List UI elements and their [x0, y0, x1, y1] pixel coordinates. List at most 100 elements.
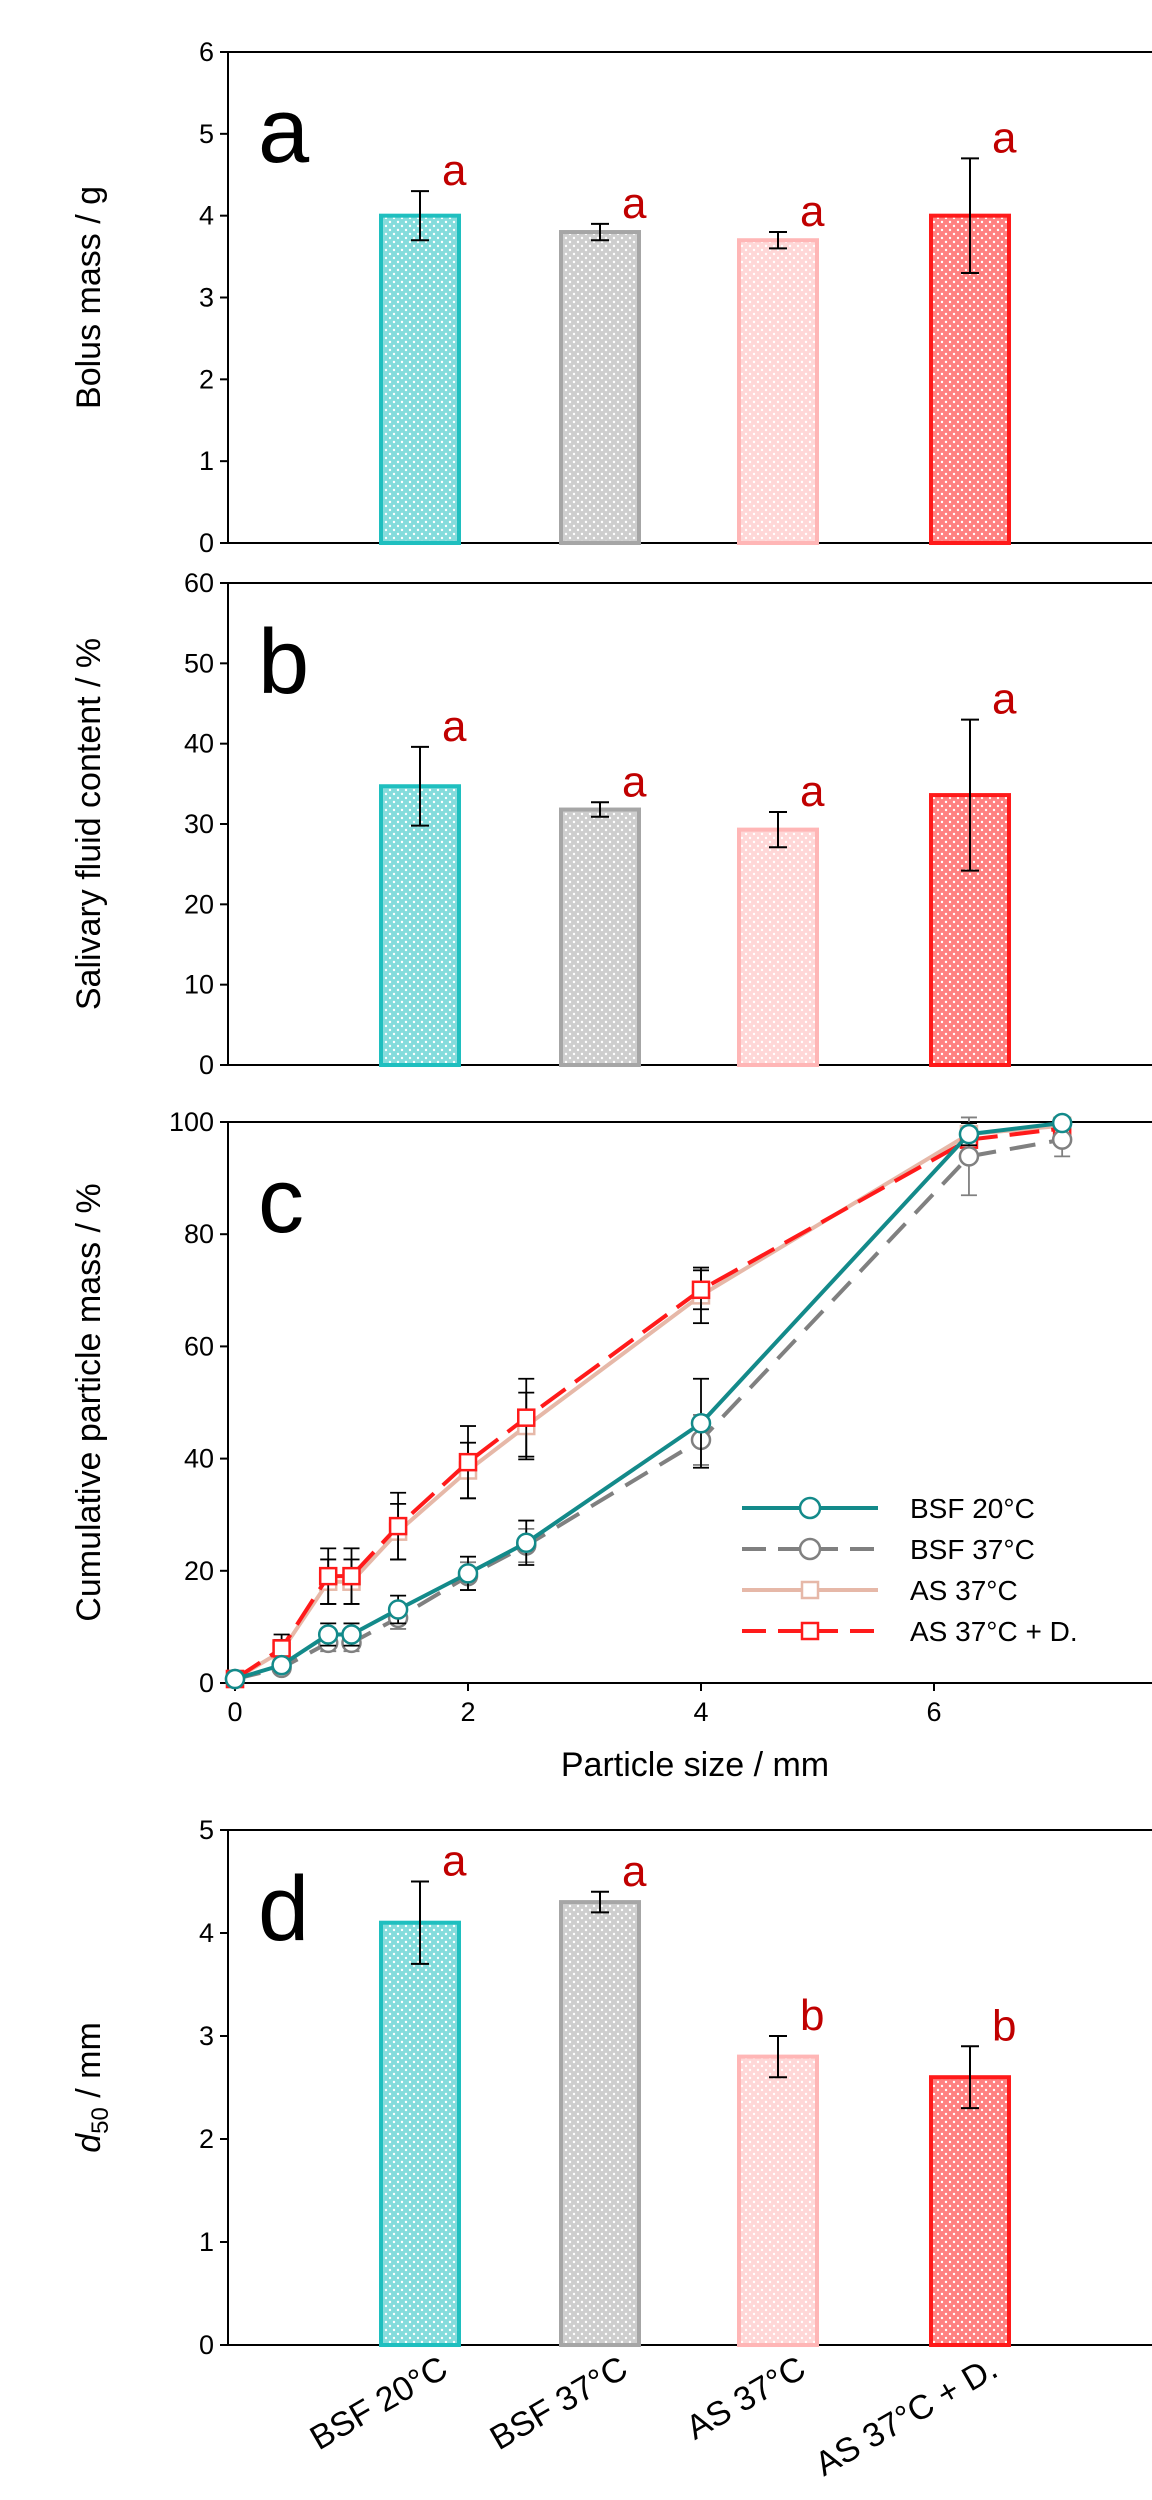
panel-label: a — [258, 80, 310, 182]
y-tick-label: 5 — [199, 1815, 214, 1845]
panel-label: b — [258, 611, 309, 713]
bar-hatch — [739, 2056, 817, 2345]
bar-hatch — [561, 809, 639, 1065]
bar-hatch — [561, 232, 639, 544]
y-tick-label: 4 — [199, 1918, 214, 1948]
y-axis-label: d50 / mm — [70, 2022, 114, 2153]
x-tick-label: 4 — [693, 1697, 708, 1727]
y-tick-label: 1 — [199, 446, 214, 476]
y-axis-label: Cumulative particle mass / % — [70, 1183, 108, 1621]
y-tick-label: 80 — [184, 1219, 214, 1249]
significance-letter: a — [442, 702, 467, 751]
series-line — [233, 1126, 1063, 1681]
y-tick-label: 1 — [199, 2227, 214, 2257]
data-point — [342, 1566, 361, 1586]
legend: BSF 20°C BSF 37°C AS 37°C AS 37°C + D. — [742, 1493, 1078, 1647]
data-point — [690, 1412, 712, 1434]
y-tick-label: 50 — [184, 648, 214, 678]
y-tick-label: 2 — [199, 2124, 214, 2154]
y-axis-label: Bolus mass / g — [70, 186, 108, 409]
y-tick-label: 3 — [199, 283, 214, 313]
data-point — [388, 1516, 408, 1536]
x-category-label: BSF 20°C — [304, 2349, 454, 2458]
y-tick-label: 40 — [184, 729, 214, 759]
data-point — [318, 1566, 338, 1586]
series-line — [234, 1121, 1063, 1681]
data-point — [1051, 1112, 1073, 1134]
significance-letter: a — [622, 757, 647, 806]
y-tick-label: 0 — [199, 1050, 214, 1080]
legend-marker — [800, 1621, 820, 1641]
significance-letter: a — [622, 1847, 647, 1896]
legend-label: BSF 37°C — [910, 1534, 1035, 1565]
bar-hatch — [381, 1922, 459, 2345]
y-tick-label: 60 — [184, 568, 214, 598]
y-tick-label: 0 — [199, 528, 214, 558]
x-category-label: AS 37°C — [680, 2349, 812, 2447]
significance-letter: a — [800, 187, 825, 236]
legend-marker — [798, 1537, 822, 1561]
y-tick-label: 100 — [169, 1107, 214, 1137]
data-point — [272, 1639, 291, 1658]
data-point — [958, 1146, 980, 1167]
data-point — [517, 1408, 536, 1427]
bar-hatch — [931, 2077, 1009, 2345]
data-point — [457, 1563, 479, 1584]
significance-letter: a — [992, 113, 1017, 162]
y-tick-label: 20 — [184, 889, 214, 919]
x-tick-label: 6 — [926, 1697, 941, 1727]
x-tick-label: 2 — [460, 1697, 475, 1727]
bar-hatch — [381, 786, 459, 1065]
data-point — [341, 1624, 362, 1645]
y-tick-label: 0 — [199, 2330, 214, 2360]
legend-label: AS 37°C + D. — [910, 1616, 1078, 1647]
y-tick-label: 10 — [184, 970, 214, 1000]
x-category-label: BSF 37°C — [484, 2349, 634, 2458]
y-axis-label-unit: / mm — [70, 2022, 108, 2107]
series-line — [234, 1137, 1063, 1681]
bar-hatch — [381, 215, 459, 543]
y-tick-label: 6 — [199, 37, 214, 67]
y-tick-label: 20 — [184, 1556, 214, 1586]
significance-letter: a — [992, 675, 1017, 724]
legend-marker — [798, 1496, 822, 1520]
x-category-label: AS 37°C + D. — [809, 2349, 1004, 2484]
y-axis-label: Salivary fluid content / % — [70, 638, 108, 1010]
y-tick-label: 5 — [199, 119, 214, 149]
y-axis-label-sub: 50 — [87, 2107, 114, 2134]
y-tick-label: 2 — [199, 364, 214, 394]
significance-letter: a — [800, 767, 825, 816]
bar-hatch — [561, 1902, 639, 2345]
panel-label: d — [258, 1858, 309, 1960]
data-point — [691, 1280, 711, 1300]
data-point — [224, 1668, 246, 1690]
significance-letter: a — [622, 179, 647, 228]
significance-letter: b — [800, 1991, 824, 2040]
y-tick-label: 60 — [184, 1331, 214, 1361]
data-point — [516, 1532, 537, 1554]
x-tick-label: 0 — [227, 1697, 242, 1727]
data-point — [958, 1123, 980, 1145]
data-point — [271, 1654, 292, 1676]
x-axis-label: Particle size / mm — [561, 1746, 829, 1784]
y-tick-label: 4 — [199, 201, 214, 231]
y-tick-label: 3 — [199, 2021, 214, 2051]
y-tick-label: 0 — [199, 1668, 214, 1698]
y-tick-label: 30 — [184, 809, 214, 839]
legend-label: AS 37°C — [910, 1575, 1018, 1606]
data-point — [317, 1624, 339, 1645]
y-axis-label-main: d — [70, 2133, 108, 2153]
panel-label: c — [258, 1150, 304, 1252]
bar-hatch — [739, 240, 817, 543]
significance-letter: b — [992, 2001, 1016, 2050]
y-tick-label: 40 — [184, 1444, 214, 1474]
bar-hatch — [739, 829, 817, 1065]
data-point — [458, 1452, 478, 1472]
significance-letter: a — [442, 146, 467, 195]
significance-letter: a — [442, 1837, 467, 1886]
legend-marker — [800, 1580, 820, 1600]
data-point — [387, 1599, 409, 1620]
legend-label: BSF 20°C — [910, 1493, 1035, 1524]
